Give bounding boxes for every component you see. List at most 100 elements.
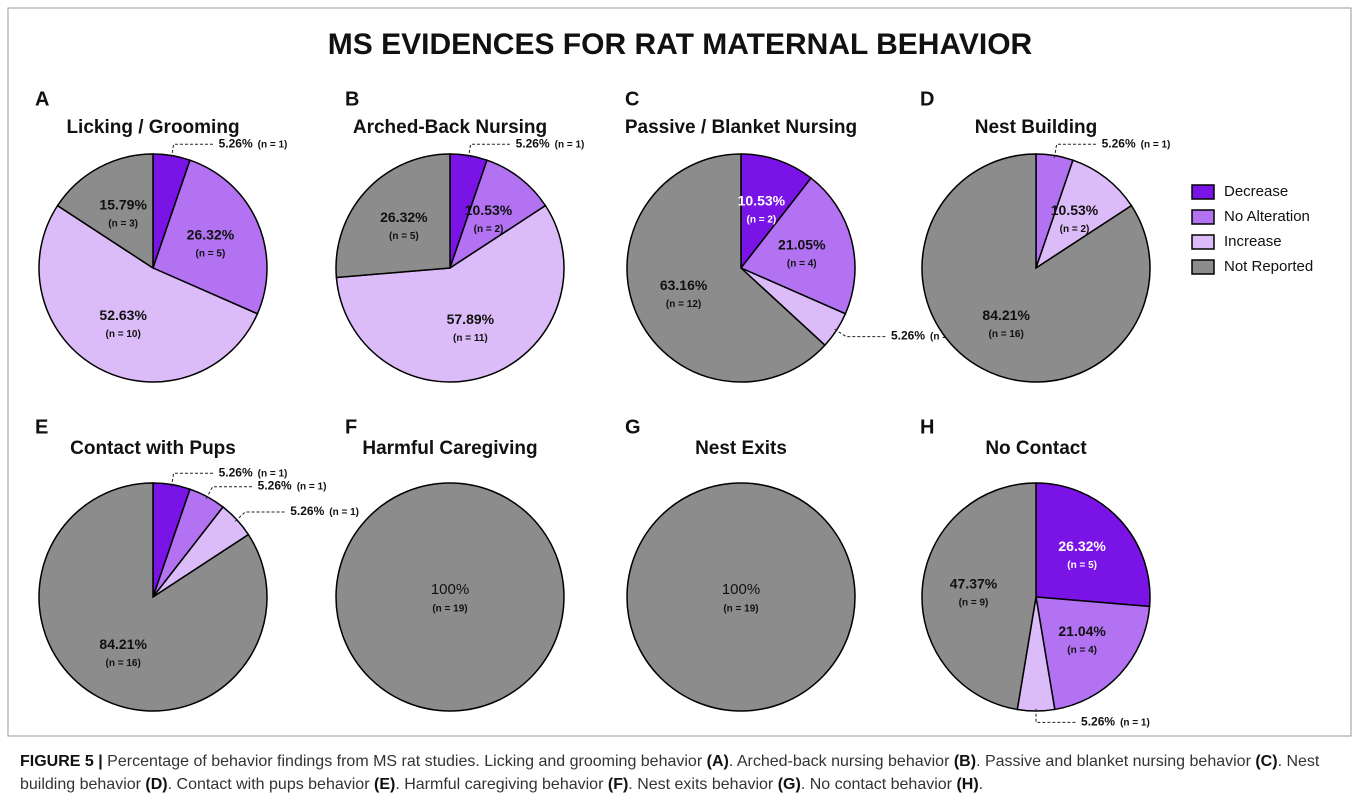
legend-swatch — [1191, 259, 1215, 275]
value-label: 57.89% — [447, 311, 495, 327]
chart-title: Arched-Back Nursing — [353, 117, 547, 138]
count-label: (n = 11) — [453, 333, 488, 344]
value-label: 5.26% — [1102, 136, 1136, 150]
caption-text: Percentage of behavior findings from MS … — [102, 753, 707, 770]
legend-swatch — [1191, 234, 1215, 250]
leader-line — [170, 472, 214, 487]
chart-title: Licking / Grooming — [66, 117, 239, 138]
count-label: (n = 5) — [389, 231, 419, 242]
pie-slice — [152, 159, 268, 315]
chart-title: Harmful Caregiving — [362, 438, 537, 459]
leader-line — [467, 143, 511, 158]
value-label: 84.21% — [99, 636, 147, 652]
count-label: (n = 16) — [989, 329, 1024, 340]
value-label: 5.26% — [516, 136, 550, 150]
pie-slice — [56, 153, 154, 270]
value-label: 5.26% — [219, 136, 253, 150]
legend-label: No Alteration — [1224, 208, 1310, 225]
chart-title: Contact with Pups — [70, 438, 236, 459]
caption-text: . Contact with pups behavior — [167, 776, 374, 793]
count-label: (n = 12) — [666, 299, 701, 310]
count-label: (n = 19) — [432, 604, 467, 615]
count-label: (n = 1) — [1120, 717, 1150, 728]
outside-label: 5.26% (n = 1) — [290, 504, 359, 518]
count-label: (n = 2) — [474, 224, 504, 235]
value-label: 100% — [722, 581, 760, 598]
value-label: 63.16% — [660, 277, 708, 293]
outside-label: 5.26% (n = 1) — [1102, 136, 1171, 150]
value-label: 15.79% — [99, 197, 147, 213]
value-label: 26.32% — [1058, 538, 1106, 554]
count-label: (n = 2) — [1060, 224, 1090, 235]
panel-letter: A — [35, 88, 49, 110]
caption-text: . — [978, 776, 984, 793]
caption-text: (F) — [607, 776, 629, 793]
figure-border — [7, 7, 1352, 737]
count-label: (n = 5) — [1067, 560, 1097, 571]
count-label: (n = 3) — [108, 218, 138, 229]
panel-letter: H — [920, 416, 934, 438]
count-label: (n = 19) — [723, 604, 758, 615]
chart-title: Nest Building — [975, 117, 1097, 138]
count-label: (n = 1) — [258, 139, 288, 150]
panel-letter: F — [345, 416, 357, 438]
leader-line — [234, 511, 286, 522]
panel-letter: E — [35, 416, 48, 438]
caption-text: (D) — [145, 776, 168, 793]
caption-text: . Nest building behavior — [20, 753, 1324, 793]
pie-slice — [38, 482, 268, 712]
caption-text: . Passive and blanket nursing behavior — [976, 753, 1256, 770]
legend-label: Increase — [1224, 233, 1282, 250]
value-label: 10.53% — [1051, 202, 1099, 218]
pie-slice — [38, 204, 259, 383]
value-label: 100% — [431, 581, 469, 598]
count-label: (n = 10) — [106, 329, 141, 340]
count-label: (n = 9) — [959, 597, 989, 608]
value-label: 10.53% — [738, 192, 786, 208]
pie-slice — [1035, 596, 1151, 711]
caption: FIGURE 5 | Percentage of behavior findin… — [20, 750, 1340, 796]
pie-slice — [335, 482, 565, 712]
outside-label: 5.26% (n = 1) — [516, 136, 585, 150]
value-label: 21.04% — [1058, 623, 1106, 639]
caption-text: . Nest exits behavior — [628, 776, 778, 793]
count-label: (n = 1) — [297, 481, 327, 492]
value-label: 10.53% — [465, 202, 513, 218]
leader-line — [1035, 708, 1077, 723]
legend-label: Not Reported — [1224, 258, 1313, 275]
outside-label: 5.26% (n = 1) — [219, 136, 288, 150]
value-label: 5.26% — [1081, 715, 1115, 729]
caption-text: (C) — [1255, 753, 1278, 770]
caption-text: (B) — [953, 753, 977, 770]
pie-slice — [740, 153, 813, 271]
legend-label: Decrease — [1224, 183, 1288, 200]
value-label: 26.32% — [380, 209, 428, 225]
outside-label: 5.26% (n = 1) — [1081, 715, 1150, 729]
pie-slice — [1035, 482, 1151, 608]
caption-text: . No contact behavior — [800, 776, 957, 793]
value-label: 52.63% — [99, 307, 147, 323]
chart-title: Nest Exits — [695, 438, 787, 459]
count-label: (n = 5) — [196, 248, 226, 259]
count-label: (n = 16) — [106, 658, 141, 669]
value-label: 5.26% — [290, 504, 324, 518]
count-label: (n = 4) — [1067, 645, 1097, 656]
value-label: 5.26% — [219, 465, 253, 479]
value-label: 84.21% — [982, 307, 1030, 323]
count-label: (n = 1) — [329, 507, 359, 518]
leader-line — [170, 143, 214, 158]
caption-text: . Arched-back nursing behavior — [728, 753, 954, 770]
chart-title: No Contact — [985, 438, 1087, 459]
legend-swatch — [1191, 184, 1215, 200]
panel-letter: D — [920, 88, 934, 110]
leader-line — [1053, 143, 1097, 158]
pie-slice — [626, 153, 826, 383]
panel-letter: B — [345, 88, 359, 110]
value-label: 5.26% — [891, 329, 925, 343]
count-label: (n = 2) — [746, 214, 776, 225]
caption-text: FIGURE 5 | — [20, 753, 103, 770]
figure-title: MS EVIDENCES FOR RAT MATERNAL BEHAVIOR — [328, 28, 1033, 61]
legend-swatch — [1191, 209, 1215, 225]
pie-slice — [626, 482, 856, 712]
